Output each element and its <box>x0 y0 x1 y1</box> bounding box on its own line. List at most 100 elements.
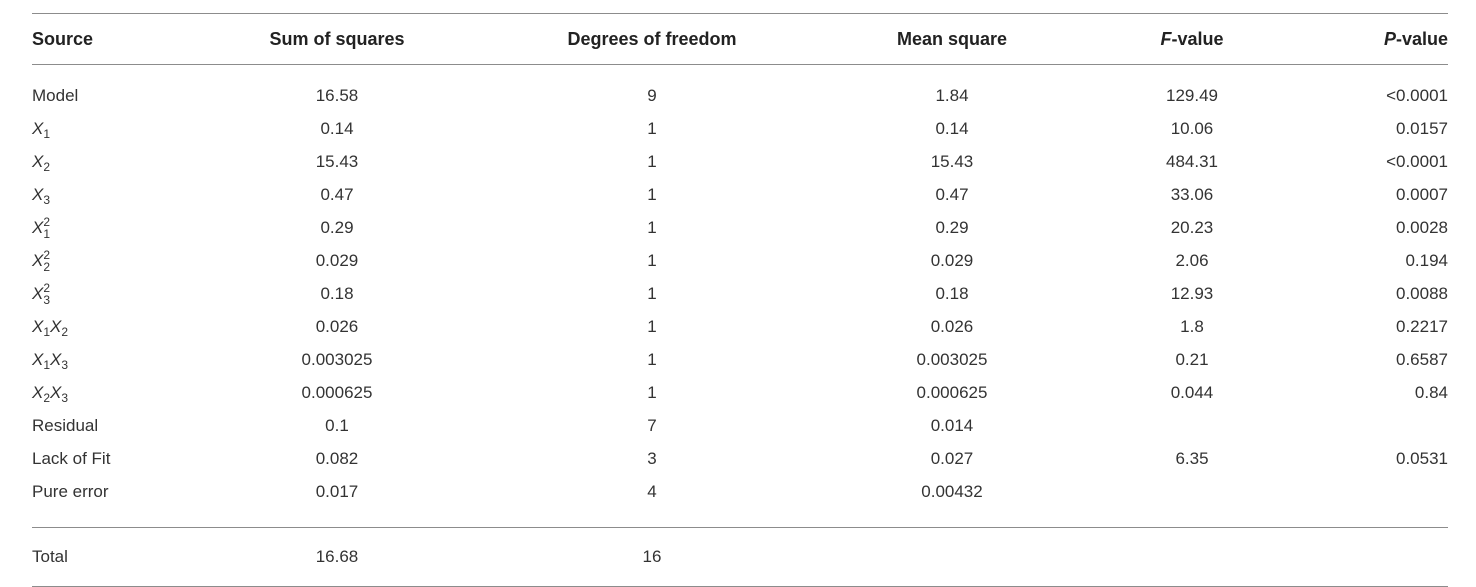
cell-p: 0.0028 <box>1396 217 1448 237</box>
term-x: X <box>32 349 44 369</box>
total-cell-ss: 16.68 <box>315 547 359 566</box>
cell-source: X1 <box>32 112 202 145</box>
term-subscript: 1 <box>43 357 51 372</box>
cell-source: X1X2 <box>32 310 202 343</box>
table-row: X 2 3 0.18 1 0.18 12.93 0.0088 <box>32 277 1448 310</box>
term-superscript: 2 <box>43 214 51 229</box>
cell-p: 0.2217 <box>1396 316 1448 336</box>
header-f-letter: F <box>1160 28 1172 49</box>
cell-p: 0.0007 <box>1396 184 1448 204</box>
term-subscript: 3 <box>61 390 69 405</box>
cell-ms: 0.000625 <box>916 382 988 402</box>
cell-ss: 0.003025 <box>301 349 373 369</box>
cell-df: 1 <box>647 283 657 303</box>
cell-ss: 15.43 <box>315 151 359 171</box>
table-row: X 2 1 0.29 1 0.29 20.23 0.0028 <box>32 211 1448 244</box>
cell-p <box>1312 475 1448 508</box>
table-total: Total 16.68 16 <box>32 508 1448 587</box>
term-x: X <box>32 151 44 171</box>
total-cell-f <box>1072 528 1312 586</box>
term-subscript: 2 <box>43 159 51 174</box>
cell-f: 0.044 <box>1170 382 1214 402</box>
cell-f: 20.23 <box>1170 217 1214 237</box>
cell-source: X2 <box>32 145 202 178</box>
cell-p: 0.0157 <box>1396 118 1448 138</box>
total-cell-p <box>1312 528 1448 586</box>
cell-source: X1X3 <box>32 343 202 376</box>
cell-source: Pure error <box>32 481 109 501</box>
table-row: Residual 0.1 7 0.014 <box>32 409 1448 442</box>
table-row: X1 0.14 1 0.14 10.06 0.0157 <box>32 112 1448 145</box>
cell-df: 1 <box>647 217 657 237</box>
table-row: Lack of Fit 0.082 3 0.027 6.35 0.0531 <box>32 442 1448 475</box>
cell-ms: 0.47 <box>935 184 969 204</box>
cell-df: 7 <box>647 415 657 435</box>
cell-ss: 0.017 <box>315 481 359 501</box>
cell-f <box>1072 409 1312 442</box>
cell-ss: 0.082 <box>315 448 359 468</box>
header-f-suffix: -value <box>1171 28 1224 49</box>
cell-ss: 16.58 <box>315 85 359 105</box>
header-degrees-of-freedom: Degrees of freedom <box>567 28 737 49</box>
cell-df: 1 <box>647 118 657 138</box>
cell-ss: 0.000625 <box>301 382 373 402</box>
cell-f: 1.8 <box>1180 316 1204 336</box>
term-subscript: 3 <box>61 357 69 372</box>
term-subscript: 2 <box>43 259 51 274</box>
cell-ss: 0.47 <box>320 184 354 204</box>
cell-ss: 0.026 <box>315 316 359 336</box>
header-p-suffix: -value <box>1395 28 1448 49</box>
cell-df: 1 <box>647 382 657 402</box>
header-p-letter: P <box>1383 28 1396 49</box>
term-superscript: 2 <box>43 247 51 262</box>
cell-ms: 0.027 <box>930 448 974 468</box>
term-subscript: 3 <box>43 292 51 307</box>
term-subscript: 1 <box>43 126 51 141</box>
header-mean-square: Mean square <box>896 28 1008 49</box>
cell-f <box>1072 475 1312 508</box>
table-body: Model 16.58 9 1.84 129.49 <0.0001 X1 0.14 1 0.14 1… <box>32 65 1448 508</box>
cell-ss: 0.14 <box>320 118 354 138</box>
header-source: Source <box>32 28 94 49</box>
cell-ss: 0.029 <box>315 250 359 270</box>
cell-p: 0.0531 <box>1396 448 1448 468</box>
cell-source: X3 <box>32 178 202 211</box>
cell-f: 0.21 <box>1175 349 1209 369</box>
table-row: Model 16.58 9 1.84 129.49 <0.0001 <box>32 65 1448 112</box>
table-row: X1X3 0.003025 1 0.003025 0.21 0.6587 <box>32 343 1448 376</box>
term-subscript: 2 <box>61 324 69 339</box>
cell-p: 0.194 <box>1405 250 1448 270</box>
cell-f: 33.06 <box>1170 184 1214 204</box>
header-p-value: P-value <box>1312 14 1448 64</box>
term-x: X <box>32 283 44 303</box>
cell-df: 9 <box>647 85 657 105</box>
cell-ms: 0.014 <box>930 415 974 435</box>
term-x: X <box>50 316 62 336</box>
term-x: X <box>32 382 44 402</box>
cell-source: Model <box>32 85 79 105</box>
header-sum-of-squares: Sum of squares <box>269 28 405 49</box>
term-x: X <box>50 349 62 369</box>
cell-df: 1 <box>647 316 657 336</box>
cell-ms: 0.026 <box>930 316 974 336</box>
cell-p: 0.0088 <box>1396 283 1448 303</box>
anova-table-container: Source Sum of squares Degrees of freedom… <box>32 13 1448 587</box>
cell-f: 2.06 <box>1175 250 1209 270</box>
cell-ss: 0.29 <box>320 217 354 237</box>
term-x: X <box>32 118 44 138</box>
table-row: X2X3 0.000625 1 0.000625 0.044 0.84 <box>32 376 1448 409</box>
cell-df: 1 <box>647 250 657 270</box>
table-row: X2 15.43 1 15.43 484.31 <0.0001 <box>32 145 1448 178</box>
anova-table: Source Sum of squares Degrees of freedom… <box>32 14 1448 587</box>
term-x: X <box>32 316 44 336</box>
cell-p: <0.0001 <box>1386 85 1448 105</box>
top-rule <box>32 13 1448 14</box>
cell-ss: 0.1 <box>325 415 349 435</box>
cell-f: 484.31 <box>1166 151 1218 171</box>
cell-f: 129.49 <box>1166 85 1218 105</box>
cell-source: Lack of Fit <box>32 448 111 468</box>
cell-p: 0.6587 <box>1396 349 1448 369</box>
cell-df: 1 <box>647 349 657 369</box>
